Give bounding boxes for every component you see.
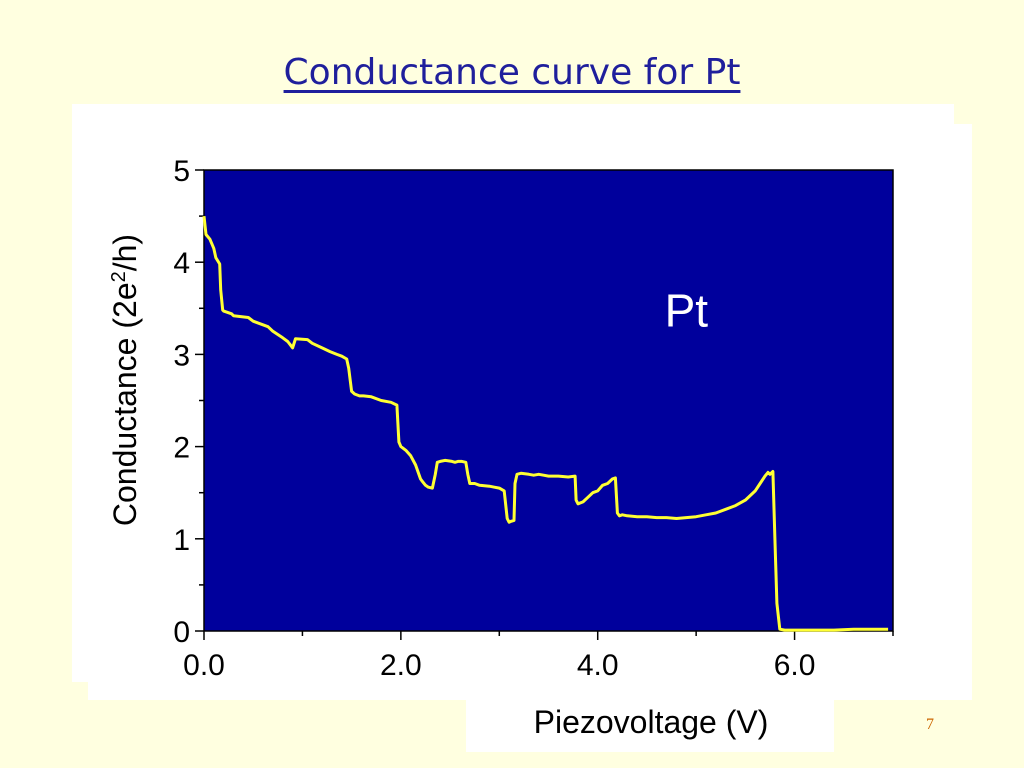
y-axis-title-tail: /h) xyxy=(107,234,143,271)
y-tick-label: 5 xyxy=(173,155,190,188)
x-axis-title: Piezovoltage (V) xyxy=(534,704,769,740)
x-tick-label: 0.0 xyxy=(183,649,225,682)
x-tick-label: 4.0 xyxy=(577,649,619,682)
x-tick-label: 2.0 xyxy=(380,649,422,682)
y-tick-label: 0 xyxy=(173,616,190,649)
page-number: 7 xyxy=(926,716,934,733)
x-tick-label: 6.0 xyxy=(774,649,816,682)
axis-ticks xyxy=(195,169,894,640)
annotation-pt: Pt xyxy=(665,285,709,337)
xlabel-backdrop-panel xyxy=(466,690,834,752)
y-axis-title-superscript: 2 xyxy=(108,271,130,282)
y-tick-label: 4 xyxy=(173,247,190,280)
y-axis-title-main: Conductance (2e xyxy=(107,282,143,526)
y-tick-label: 2 xyxy=(173,432,190,465)
tick-labels: 0.0 2.0 4.0 6.0 0 1 2 3 4 5 xyxy=(173,155,815,682)
series-line-conductance xyxy=(202,215,889,632)
y-tick-label: 1 xyxy=(173,524,190,557)
slide-title: Conductance curve for Pt xyxy=(283,52,741,93)
y-tick-label: 3 xyxy=(173,339,190,372)
plot-area xyxy=(203,169,894,632)
y-axis-title: Conductance (2e2/h) xyxy=(107,234,143,526)
